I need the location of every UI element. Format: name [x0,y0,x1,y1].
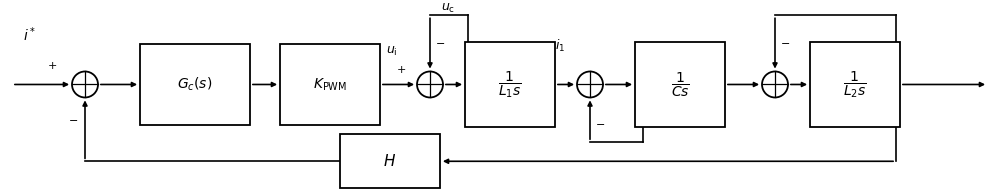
Text: $\dfrac{1}{L_2 s}$: $\dfrac{1}{L_2 s}$ [843,69,867,100]
Bar [280,44,380,125]
Circle shape [417,71,443,98]
Bar [340,134,440,188]
Bar [635,42,725,127]
Text: $H$: $H$ [383,153,397,169]
Text: $-$: $-$ [68,114,78,124]
Circle shape [72,71,98,98]
Text: $\dfrac{1}{L_1 s}$: $\dfrac{1}{L_1 s}$ [498,69,522,100]
Text: $+$: $+$ [396,64,406,75]
Circle shape [762,71,788,98]
Text: $i_1$: $i_1$ [555,38,565,54]
Text: $-$: $-$ [435,37,445,47]
Bar [810,42,900,127]
Text: $u_{\rm c}$: $u_{\rm c}$ [441,2,455,15]
Text: $+$: $+$ [47,60,57,71]
Text: $u_{\rm i}$: $u_{\rm i}$ [386,45,398,58]
Text: $-$: $-$ [595,118,605,128]
Text: $i^*$: $i^*$ [23,25,37,44]
Text: $-$: $-$ [780,37,790,47]
Bar [140,44,250,125]
Text: $G_c(s)$: $G_c(s)$ [177,76,213,93]
Bar [465,42,555,127]
Text: $\dfrac{1}{Cs}$: $\dfrac{1}{Cs}$ [671,70,689,99]
Circle shape [577,71,603,98]
Text: $K_{\mathrm{PWM}}$: $K_{\mathrm{PWM}}$ [313,76,347,93]
